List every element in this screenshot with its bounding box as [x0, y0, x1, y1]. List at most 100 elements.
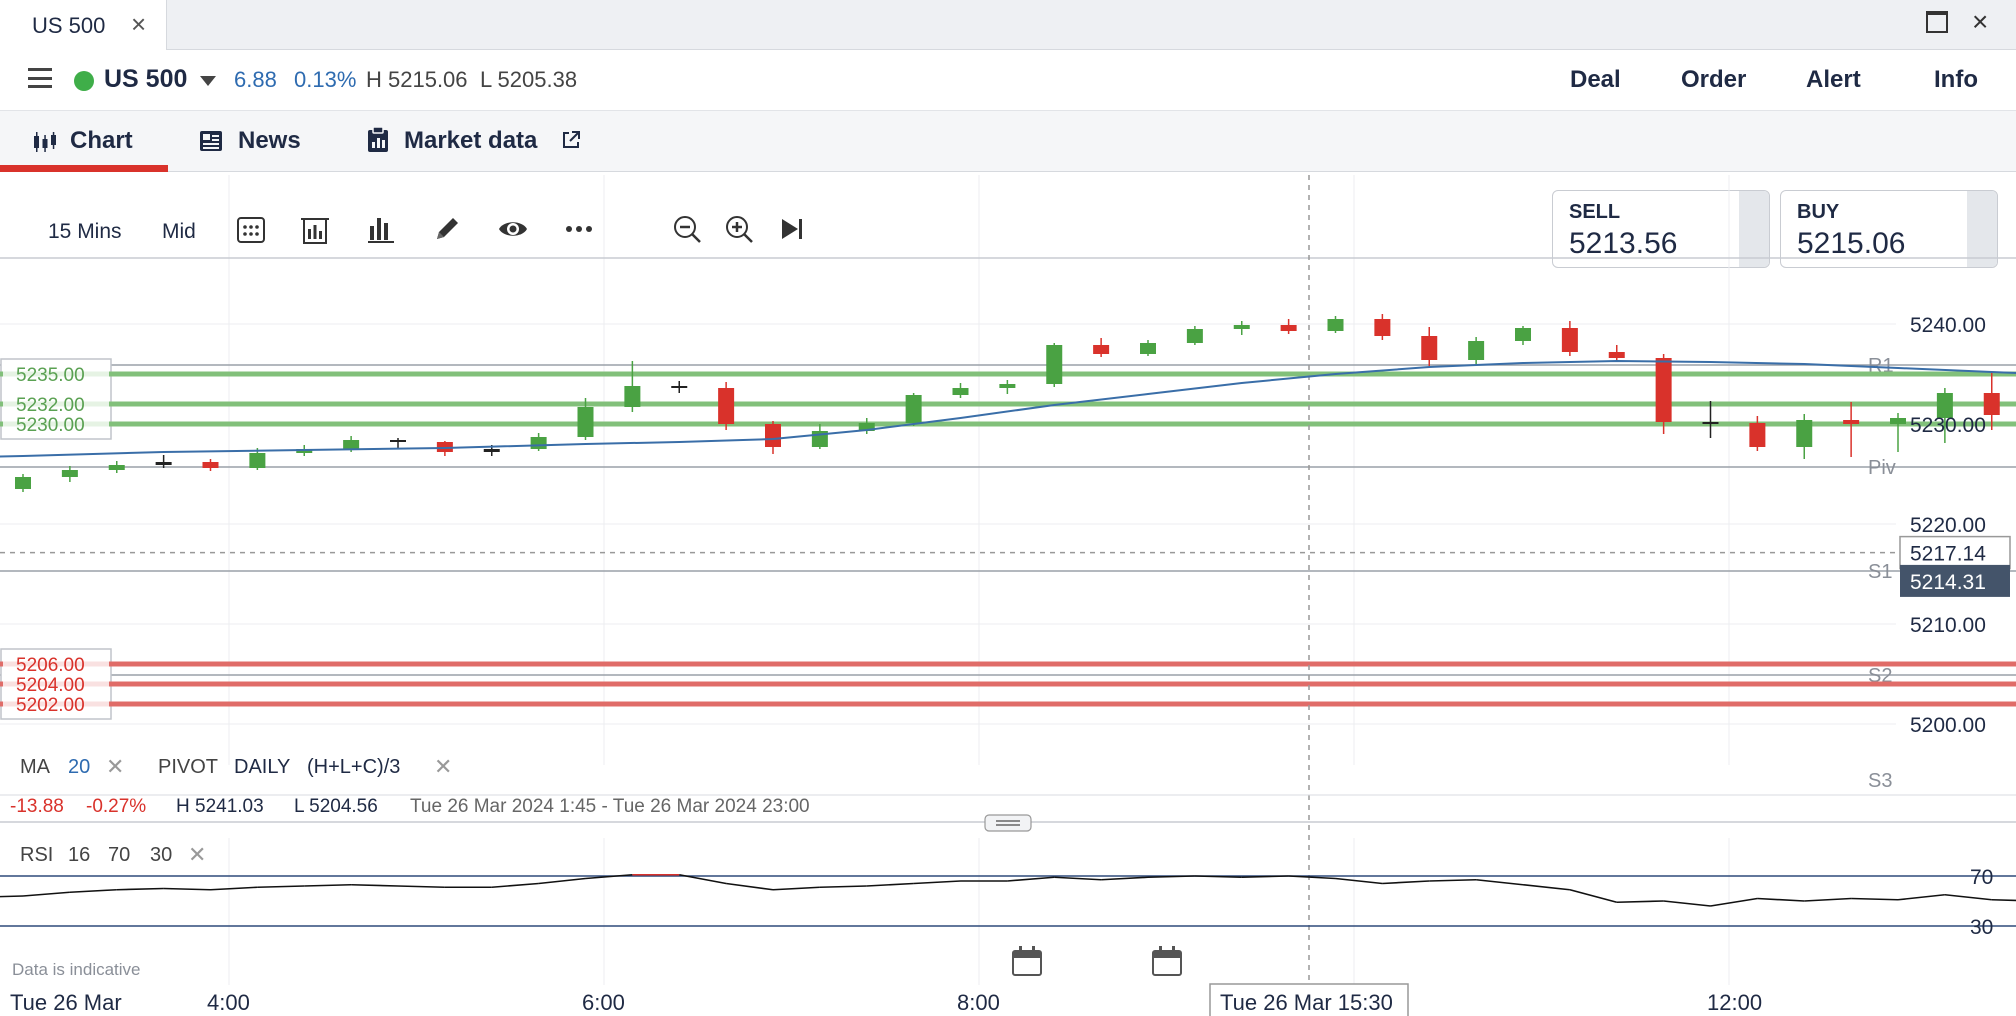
price-axis: 5240.00 5230.00 5220.00 5210.00 5200.00: [1910, 314, 1986, 737]
level-label-box: [0, 648, 112, 720]
interval-selector[interactable]: 15 Mins: [48, 220, 122, 243]
level-label: 5202.00: [16, 695, 85, 716]
remove-pivot-icon[interactable]: ✕: [434, 755, 452, 780]
level-label: 5230.00: [16, 415, 85, 436]
draw-pencil-icon[interactable]: [430, 212, 464, 246]
instrument-name[interactable]: US 500: [104, 65, 188, 93]
candle: [1843, 402, 1860, 457]
pivot-label-s1: S1: [1868, 561, 1892, 583]
time-axis-label: 12:00: [1707, 990, 1762, 1015]
rsi-legend: RSI 16 70 30 ✕: [20, 843, 206, 868]
order-button[interactable]: Order: [1681, 66, 1747, 93]
tab-chart[interactable]: Chart: [0, 111, 168, 173]
rsi-segment: [913, 880, 961, 885]
ma-label: MA: [20, 756, 51, 778]
remove-rsi-icon[interactable]: ✕: [188, 843, 206, 868]
rsi-line: [0, 873, 2016, 907]
candle: [61, 466, 78, 482]
price-type-selector[interactable]: Mid: [162, 220, 196, 243]
level-label: 5204.00: [16, 675, 85, 696]
pivot-label-piv: Piv: [1868, 457, 1896, 479]
sell-ticket[interactable]: SELL 5213.56: [1552, 190, 1770, 268]
eye-icon[interactable]: [496, 212, 530, 246]
level-label-bg: [3, 411, 109, 437]
rsi-segment: [1476, 878, 1524, 886]
event-calendar-icon[interactable]: [1012, 946, 1042, 976]
rsi-segment: [538, 877, 586, 885]
close-tab-icon[interactable]: ×: [131, 9, 147, 39]
calendar-grid-icon[interactable]: [234, 212, 268, 246]
active-tab-indicator: [0, 165, 168, 172]
candle: [296, 445, 313, 456]
candle: [1796, 414, 1813, 459]
candle: [155, 455, 172, 468]
rsi-segment: [1616, 900, 1664, 904]
jump-to-latest-icon[interactable]: [774, 212, 808, 246]
rsi-segment: [585, 873, 633, 880]
sell-label: SELL: [1569, 201, 1621, 223]
more-options-icon[interactable]: [562, 212, 596, 246]
candle: [436, 441, 453, 456]
candle: [718, 382, 735, 430]
candle: [249, 448, 266, 470]
rsi-segment: [304, 883, 352, 887]
buy-ticket[interactable]: BUY 5215.06: [1780, 190, 1998, 268]
rsi-segment: [1007, 876, 1055, 882]
rsi-segment: [1429, 878, 1477, 882]
rsi-segment: [351, 883, 399, 887]
tab-market-data[interactable]: Market data: [364, 111, 594, 173]
rsi-lower-axis-label: 30: [1970, 916, 1993, 939]
time-axis: Tue 26 Mar 4:006:008:0010:0012:0014:0018…: [10, 990, 1762, 1015]
remove-ma-icon[interactable]: ✕: [106, 755, 124, 780]
candle: [1655, 354, 1672, 434]
view-tabs: Chart News Market data: [0, 110, 2016, 172]
zoom-out-icon[interactable]: [670, 212, 704, 246]
period-high: H 5241.03: [176, 796, 264, 817]
buy-label: BUY: [1797, 201, 1840, 223]
change-absolute: 6.88: [234, 67, 277, 92]
candle: [1233, 321, 1250, 335]
rsi-segment: [1335, 877, 1383, 885]
rsi-segment: [1288, 875, 1336, 880]
price-axis-label: 5200.00: [1910, 714, 1986, 737]
info-button[interactable]: Info: [1934, 66, 1978, 93]
buy-ticket-handle: [1967, 191, 1997, 267]
maximize-icon[interactable]: [1926, 11, 1948, 33]
zoom-in-icon[interactable]: [722, 212, 756, 246]
time-axis-label: 8:00: [957, 990, 1000, 1015]
rsi-segment: [1757, 897, 1805, 902]
daily-low: L 5205.38: [480, 67, 578, 92]
rsi-segment: [22, 891, 70, 897]
hamburger-menu-icon[interactable]: [28, 68, 52, 88]
external-link-icon: [563, 131, 580, 148]
rsi-segment: [726, 882, 774, 891]
crosshair-price-tag: 5217.14: [1899, 535, 2011, 570]
chart-type-icon[interactable]: [298, 212, 332, 246]
pivot-formula: (H+L+C)/3: [307, 756, 400, 778]
svg-text:Tue 26 Mar 15:30: Tue 26 Mar 15:30: [1220, 990, 1393, 1015]
period-change: -13.88: [10, 796, 64, 817]
rsi-segment: [1241, 875, 1289, 879]
close-window-icon[interactable]: ×: [1972, 6, 1989, 37]
candle: [1702, 401, 1719, 438]
instrument-header: US 500 6.88 0.13% H 5215.06 L 5205.38 De…: [0, 50, 2016, 110]
window-tab[interactable]: US 500 ×: [0, 0, 167, 50]
sell-price: 5213.56: [1569, 227, 1678, 260]
indicators-icon[interactable]: [364, 212, 398, 246]
candle: [1515, 326, 1531, 345]
rsi-segment: [1054, 876, 1102, 881]
candle: [1421, 327, 1438, 366]
deal-button[interactable]: Deal: [1570, 66, 1621, 93]
clipboard-icon: [368, 126, 388, 152]
alert-button[interactable]: Alert: [1806, 66, 1861, 93]
rsi-segment: [1569, 888, 1617, 904]
tab-news[interactable]: News: [196, 111, 326, 173]
panel-resize-handle[interactable]: [984, 814, 1032, 832]
event-calendar-icon[interactable]: [1152, 946, 1182, 976]
candle: [1890, 413, 1906, 452]
rsi-segment: [257, 885, 305, 889]
rsi-segment: [1663, 900, 1711, 907]
candle: [952, 383, 969, 398]
caret-down-icon[interactable]: [200, 76, 216, 86]
